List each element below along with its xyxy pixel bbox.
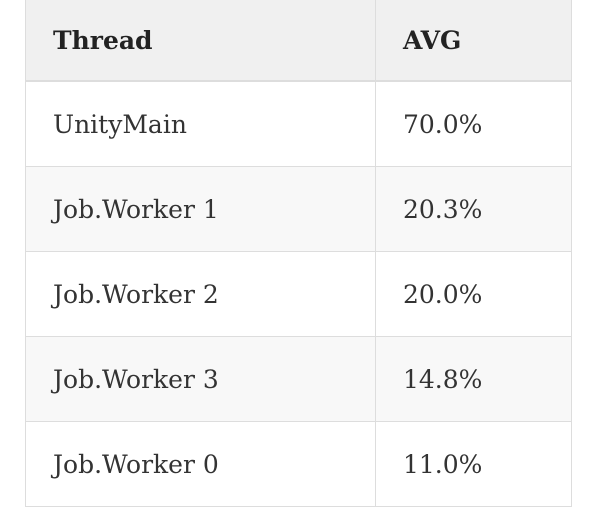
- thread-cell: Job.Worker 1: [25, 166, 376, 252]
- table-row: Job.Worker 1 20.3%: [25, 166, 572, 252]
- table-row: Job.Worker 0 11.0%: [25, 421, 572, 507]
- thread-cell: UnityMain: [25, 80, 376, 167]
- thread-cell: Job.Worker 2: [25, 251, 376, 337]
- table-body: UnityMain 70.0% Job.Worker 1 20.3% Job.Worke…: [25, 80, 572, 507]
- avg-cell: 11.0%: [375, 421, 572, 507]
- thread-table: Thread AVG UnityMain 70.0% Job.Worker 1 20.3…: [25, 0, 572, 507]
- avg-cell: 70.0%: [375, 80, 572, 167]
- avg-cell: 20.0%: [375, 251, 572, 337]
- table-row: Job.Worker 3 14.8%: [25, 336, 572, 422]
- header-cell: Thread: [25, 0, 376, 82]
- header-cell: AVG: [375, 0, 572, 82]
- thread-cell: Job.Worker 0: [25, 421, 376, 507]
- avg-cell: 20.3%: [375, 166, 572, 252]
- avg-cell: 14.8%: [375, 336, 572, 422]
- header-row: Thread AVG: [25, 0, 572, 82]
- table-header: Thread AVG: [25, 0, 572, 82]
- table-row: Job.Worker 2 20.0%: [25, 251, 572, 337]
- table-row: UnityMain 70.0%: [25, 80, 572, 167]
- thread-cell: Job.Worker 3: [25, 336, 376, 422]
